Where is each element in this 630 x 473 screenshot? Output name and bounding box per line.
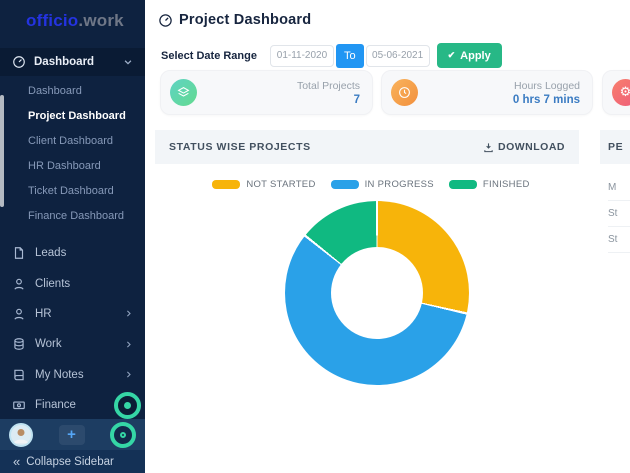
brand-secondary: .work xyxy=(78,11,124,30)
legend-swatch xyxy=(330,180,359,189)
money-icon xyxy=(12,398,26,412)
status-wise-projects-panel: STATUS WISE PROJECTS DOWNLOAD NOT STARTE… xyxy=(155,130,579,440)
sidebar-item-label: Finance xyxy=(35,399,76,412)
panel-title: STATUS WISE PROJECTS xyxy=(169,141,311,153)
record-dot-icon xyxy=(124,402,131,409)
sidebar-item-project-dashboard[interactable]: Project Dashboard xyxy=(28,109,126,122)
sidebar-item-label: My Notes xyxy=(35,368,84,381)
book-icon xyxy=(12,368,26,382)
legend-label: IN PROGRESS xyxy=(364,179,434,190)
sidebar-item-finance-dashboard[interactable]: Finance Dashboard xyxy=(28,209,125,222)
chevron-right-icon xyxy=(124,370,133,379)
sidebar-user-row: + xyxy=(0,419,145,450)
sidebar-item-label: Clients xyxy=(35,277,71,290)
legend-swatch xyxy=(448,180,477,189)
sidebar-item-label: HR xyxy=(35,307,52,320)
main-content: Project Dashboard Select Date Range To ✔… xyxy=(145,0,630,473)
brand-primary: officio xyxy=(26,11,79,30)
page-title: Project Dashboard xyxy=(158,12,311,28)
sidebar-item-hr[interactable]: HR xyxy=(0,299,145,329)
sidebar-item-label: Work xyxy=(35,338,62,351)
sidebar-item-label: Leads xyxy=(35,247,67,260)
list-item[interactable]: St xyxy=(608,227,630,253)
right-panel-partial: PE M St St xyxy=(600,130,630,300)
stat-value: 0 hrs 7 mins xyxy=(512,93,580,106)
end-date-input[interactable] xyxy=(365,44,430,67)
sidebar: officio.work Dashboard Dashboard Project… xyxy=(0,0,145,473)
chevron-right-icon xyxy=(124,309,133,318)
sidebar-item-my-notes[interactable]: My Notes xyxy=(0,360,145,390)
legend-item: FINISHED xyxy=(448,179,530,190)
date-range-filter: Select Date Range To ✔ Apply xyxy=(161,43,502,68)
user-avatar[interactable] xyxy=(9,422,33,447)
clock-icon xyxy=(391,79,418,106)
stat-card-hours-logged: Hours Logged 0 hrs 7 mins xyxy=(381,70,593,115)
timer-target-button[interactable] xyxy=(114,392,141,419)
panel-header: PE xyxy=(600,130,630,164)
sidebar-scrollbar-thumb[interactable] xyxy=(0,95,4,207)
sidebar-group-dashboard[interactable]: Dashboard xyxy=(0,48,145,76)
sidebar-item-dashboard[interactable]: Dashboard xyxy=(28,84,82,97)
panel-header: STATUS WISE PROJECTS DOWNLOAD xyxy=(155,130,579,164)
gauge-icon xyxy=(158,13,173,28)
stat-label: Hours Logged xyxy=(514,79,580,92)
collapse-label: Collapse Sidebar xyxy=(26,455,114,468)
right-panel-rows: M St St xyxy=(600,175,630,253)
legend-item: IN PROGRESS xyxy=(330,179,434,190)
legend-label: FINISHED xyxy=(482,179,530,190)
brand-logo[interactable]: officio.work xyxy=(26,11,124,31)
sidebar-item-hr-dashboard[interactable]: HR Dashboard xyxy=(28,159,101,172)
legend-item: NOT STARTED xyxy=(212,179,315,190)
sidebar-group-label: Dashboard xyxy=(34,56,95,68)
panel-title: PE xyxy=(608,141,624,153)
apply-label: Apply xyxy=(460,49,491,62)
stopwatch-button[interactable] xyxy=(110,421,136,448)
sidebar-item-clients[interactable]: Clients xyxy=(0,268,145,298)
stat-value: 7 xyxy=(353,93,360,106)
sidebar-menu: Leads Clients HR Work My Notes Finance xyxy=(0,238,145,420)
list-item[interactable]: St xyxy=(608,201,630,227)
chart-legend: NOT STARTED IN PROGRESS FINISHED xyxy=(155,179,579,190)
user-icon xyxy=(12,277,26,291)
chevron-down-icon xyxy=(123,57,133,67)
stat-card-partial: ⚙ xyxy=(602,70,630,115)
sidebar-item-leads[interactable]: Leads xyxy=(0,238,145,268)
user-icon xyxy=(12,307,26,321)
sidebar-item-ticket-dashboard[interactable]: Ticket Dashboard xyxy=(28,184,114,197)
dashboard-submenu: Dashboard Project Dashboard Client Dashb… xyxy=(0,78,145,228)
date-range-label: Select Date Range xyxy=(161,49,257,62)
stopwatch-icon xyxy=(120,431,126,438)
legend-swatch xyxy=(212,180,241,189)
sidebar-item-work[interactable]: Work xyxy=(0,329,145,359)
stat-label: Total Projects xyxy=(296,79,360,92)
date-range-to-label: To xyxy=(335,43,364,68)
download-icon xyxy=(483,142,494,153)
stat-card-total-projects: Total Projects 7 xyxy=(160,70,373,115)
collapse-sidebar-button[interactable]: « Collapse Sidebar xyxy=(0,450,145,473)
page-title-text: Project Dashboard xyxy=(179,12,312,28)
legend-label: NOT STARTED xyxy=(246,179,316,190)
chevrons-left-icon: « xyxy=(13,454,21,469)
gear-icon: ⚙ xyxy=(612,79,630,106)
file-icon xyxy=(12,246,26,260)
sidebar-item-client-dashboard[interactable]: Client Dashboard xyxy=(28,134,113,147)
database-icon xyxy=(12,337,26,351)
gauge-icon xyxy=(12,55,26,69)
sidebar-item-finance[interactable]: Finance xyxy=(0,390,145,420)
layers-icon xyxy=(170,79,197,106)
list-item[interactable]: M xyxy=(608,175,630,201)
donut-hole xyxy=(331,247,423,339)
check-icon: ✔ xyxy=(447,50,456,60)
download-button[interactable]: DOWNLOAD xyxy=(483,141,565,153)
donut-chart[interactable] xyxy=(285,201,469,385)
apply-button[interactable]: ✔ Apply xyxy=(436,43,502,68)
add-button[interactable]: + xyxy=(58,424,85,445)
start-date-input[interactable] xyxy=(269,44,334,67)
download-label: DOWNLOAD xyxy=(498,141,565,153)
chevron-right-icon xyxy=(124,340,133,349)
